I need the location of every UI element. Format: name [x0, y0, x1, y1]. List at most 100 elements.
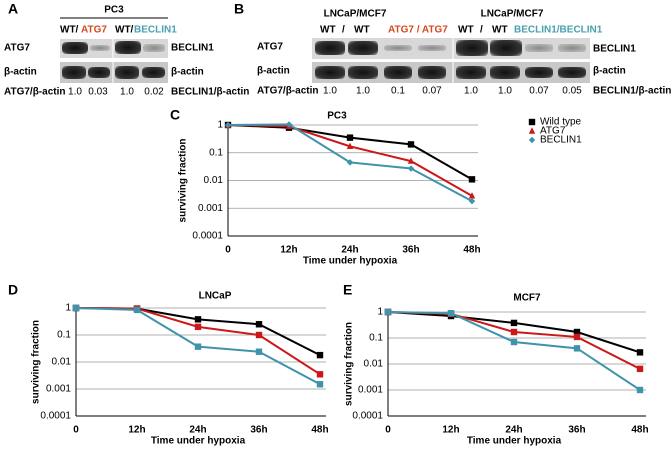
y-tick-label: 0.1: [57, 330, 71, 341]
panel-letter: A: [8, 1, 18, 17]
blot-b: B LNCaP/MCF7 LNCaP/MCF7 WT / WT ATG7 / A…: [234, 1, 671, 97]
band: [456, 66, 486, 79]
row-label: ATG7/β-actin: [4, 87, 65, 98]
cell-line: LNCaP/MCF7: [481, 9, 544, 20]
y-tick-label: 1: [65, 303, 71, 314]
point: [510, 319, 518, 327]
y-tick-label: 0.1: [209, 147, 223, 158]
lane-label: BECLIN1: [134, 25, 177, 36]
blot-a: A PC3 WT/ ATG7 WT/ BECLIN1 ATG7 β-actin …: [4, 1, 249, 98]
point: [346, 134, 354, 141]
cell-line: PC3: [104, 5, 124, 16]
charts: 0.0001 0.001 0.01 0.1 1 0 12h 24h 36h 48h Time und…: [8, 107, 649, 447]
row-label: ATG7: [4, 43, 30, 54]
panel-letter: E: [343, 282, 352, 298]
ratio: 0.03: [88, 87, 108, 98]
y-tick-label: 0.01: [52, 357, 72, 368]
cell-line: LNCaP/MCF7: [324, 9, 387, 20]
chart-title: PC3: [327, 111, 347, 122]
band: [418, 66, 446, 79]
x-tick-label: 36h: [568, 425, 585, 436]
point: [468, 176, 476, 183]
point: [528, 118, 536, 126]
point: [346, 142, 354, 150]
point: [407, 157, 415, 164]
point: [636, 349, 644, 356]
lane-label: /: [342, 25, 345, 36]
point: [255, 331, 263, 339]
y-tick-label: 0.0001: [352, 411, 383, 422]
x-tick-label: 12h: [442, 425, 459, 436]
x-tick-label: 0: [385, 425, 391, 436]
band: [558, 67, 586, 78]
point: [316, 381, 324, 388]
band: [62, 66, 86, 79]
y-axis-label: surviving fraction: [178, 139, 189, 223]
row-label: ATG7/β-actin: [257, 86, 318, 97]
ratio: 1.0: [323, 86, 337, 97]
row-label: β-actin: [593, 66, 626, 77]
x-tick-label: 0: [73, 425, 79, 436]
lane-label: ATG7: [81, 25, 107, 36]
ratio: 0.07: [529, 86, 549, 97]
band: [348, 66, 378, 79]
row-label: ATG7: [257, 42, 283, 53]
y-tick-label: 0.1: [369, 333, 383, 344]
legend-label: BECLIN1: [540, 135, 582, 146]
point: [255, 321, 263, 328]
x-tick-label: 12h: [280, 245, 297, 256]
series-line: [227, 124, 473, 181]
x-tick-label: 24h: [189, 425, 206, 436]
y-tick-label: 0.001: [46, 384, 71, 395]
y-tick-label: 1: [217, 120, 223, 131]
legend-label: Wild type: [540, 117, 582, 128]
y-tick-label: 0.001: [358, 385, 383, 396]
row-label: β-actin: [4, 67, 37, 78]
x-tick-label: 24h: [505, 425, 522, 436]
y-tick-label: 0.01: [204, 175, 224, 186]
band: [315, 41, 345, 55]
lane-label: WT/: [60, 25, 79, 36]
x-tick-label: 48h: [311, 425, 328, 436]
point: [573, 328, 581, 336]
point: [72, 304, 80, 312]
ratio: 1.0: [356, 86, 370, 97]
row-label: β-actin: [257, 66, 290, 77]
lane-label: WT: [492, 25, 508, 36]
row-label: BECLIN1: [171, 43, 214, 54]
band: [143, 44, 165, 52]
ratio: 1.0: [498, 86, 512, 97]
ratio: 0.02: [144, 87, 164, 98]
ratio: 1.0: [68, 87, 82, 98]
point: [573, 333, 581, 341]
point: [510, 338, 518, 346]
point: [194, 316, 202, 323]
panel-letter: C: [170, 107, 180, 123]
point: [255, 348, 263, 355]
lane-label: BECLIN1/BECLIN1: [514, 25, 603, 36]
point: [316, 371, 324, 378]
point: [285, 121, 293, 128]
chart-title: LNCaP: [199, 291, 232, 302]
point: [510, 328, 518, 336]
ratio: 1.0: [464, 86, 478, 97]
lane-label: WT: [320, 25, 336, 36]
band: [384, 66, 412, 79]
panel-letter: B: [234, 1, 244, 17]
band: [90, 45, 110, 51]
legend-label: ATG7: [540, 126, 566, 137]
point: [346, 159, 354, 166]
x-tick-label: 48h: [631, 425, 648, 436]
x-tick-label: 24h: [341, 245, 358, 256]
band: [490, 66, 520, 79]
band: [418, 45, 446, 51]
x-tick-label: 0: [225, 245, 231, 256]
y-tick-label: 0.01: [364, 359, 384, 370]
lane-label: /: [480, 25, 483, 36]
row-label: BECLIN1: [593, 44, 636, 55]
point: [407, 141, 415, 148]
row-label: BECLIN1/β-actin: [593, 86, 671, 97]
x-tick-label: 48h: [463, 245, 480, 256]
x-tick-label: 36h: [402, 245, 419, 256]
row-label: BECLIN1/β-actin: [171, 87, 249, 98]
